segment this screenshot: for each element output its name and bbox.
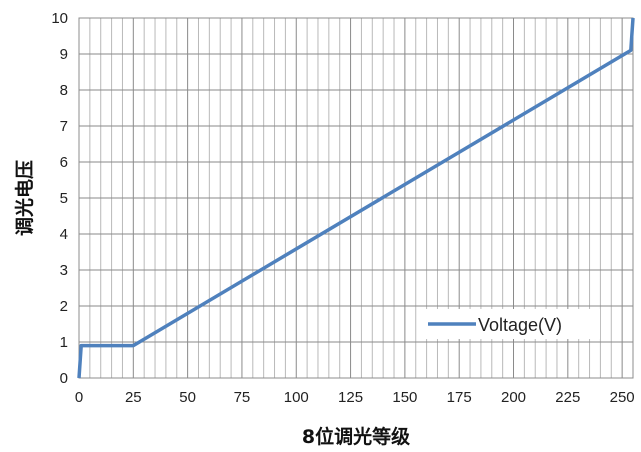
x-tick-label: 175 xyxy=(447,389,472,406)
major-gridlines xyxy=(78,17,633,379)
x-tick-label: 125 xyxy=(338,389,363,406)
legend-label: Voltage(V) xyxy=(478,315,562,335)
y-tick-label: 1 xyxy=(60,334,68,351)
y-tick-label: 3 xyxy=(60,262,68,279)
series-layer xyxy=(77,17,635,379)
x-tick-label: 150 xyxy=(392,389,417,406)
x-tick-label: 200 xyxy=(501,389,526,406)
x-tick-label: 100 xyxy=(284,389,309,406)
y-tick-label: 9 xyxy=(60,46,68,63)
y-tick-label: 6 xyxy=(60,154,68,171)
x-tick-label: 25 xyxy=(125,389,142,406)
y-tick-labels: 0 1 2 3 4 5 6 7 8 9 10 xyxy=(51,10,68,387)
x-tick-label: 250 xyxy=(610,389,635,406)
y-tick-label: 5 xyxy=(60,190,68,207)
y-axis-title: 调光电压 xyxy=(13,160,36,236)
plot-area-frame xyxy=(78,17,634,379)
legend: Voltage(V) xyxy=(424,309,600,339)
y-tick-label: 10 xyxy=(51,10,68,27)
x-tick-labels: 0 25 50 75 100 125 150 175 200 225 250 xyxy=(75,389,635,406)
x-tick-label: 0 xyxy=(75,389,83,406)
y-tick-label: 4 xyxy=(60,226,68,243)
series-line xyxy=(77,17,635,379)
y-tick-label: 0 xyxy=(60,370,68,387)
y-tick-label: 7 xyxy=(60,118,68,135)
x-axis-title: 8位调光等级 xyxy=(302,425,410,448)
y-tick-label: 8 xyxy=(60,82,68,99)
x-tick-label: 225 xyxy=(555,389,580,406)
x-tick-label: 50 xyxy=(179,389,196,406)
y-tick-label: 2 xyxy=(60,298,68,315)
x-tick-label: 75 xyxy=(234,389,251,406)
